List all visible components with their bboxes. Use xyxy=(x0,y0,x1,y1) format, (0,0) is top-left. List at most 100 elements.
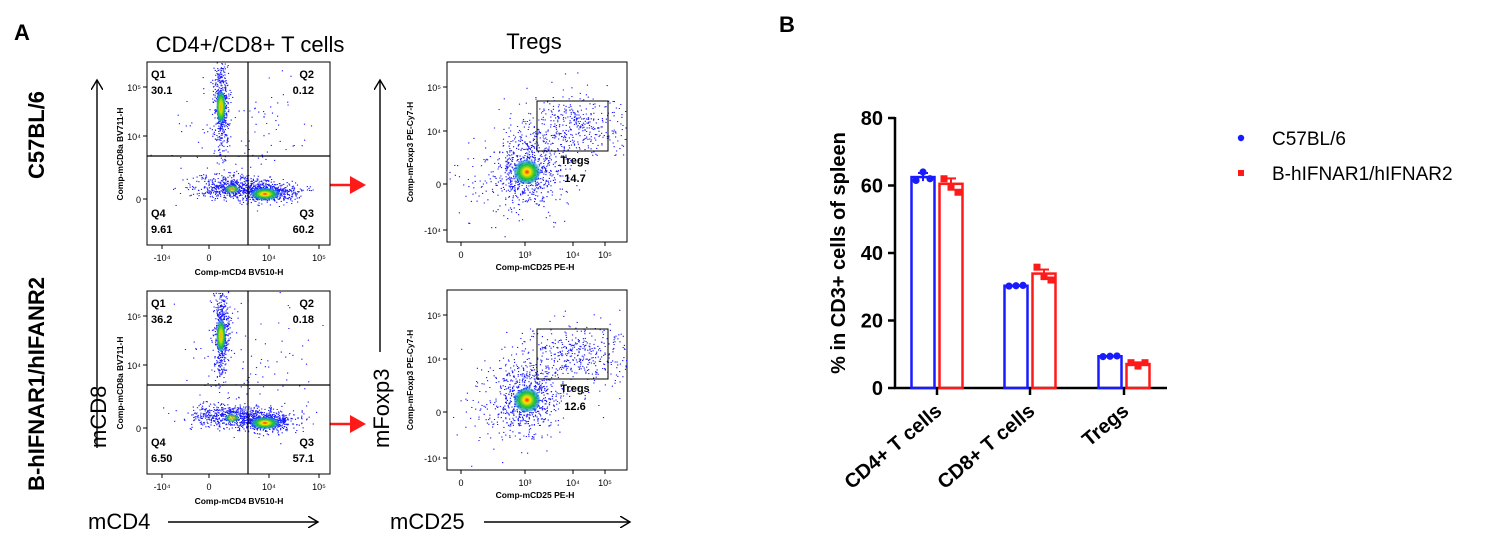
quadrant-name: Q1 xyxy=(151,298,166,310)
x-tick-label: -10⁴ xyxy=(154,482,171,492)
x-tick-label: 10⁵ xyxy=(312,482,326,492)
data-point xyxy=(1019,281,1027,289)
y-axis-label: Comp-mCD8a BV711-H xyxy=(115,336,125,429)
y-tick-label: 0 xyxy=(136,424,141,434)
plot-frame xyxy=(146,290,331,475)
legend-label-c57bl6: C57BL/6 xyxy=(1272,129,1346,150)
x-axis-label: Comp-mCD4 BV510-H xyxy=(195,267,284,277)
x-tick-label: 10⁴ xyxy=(262,253,276,263)
data-point xyxy=(1141,359,1149,367)
density-cd4 xyxy=(251,417,279,429)
data-point xyxy=(926,175,934,183)
bar xyxy=(1031,272,1057,390)
quadrant-percent: 60.2 xyxy=(293,224,314,236)
y-tick-label: 10⁴ xyxy=(127,361,141,371)
x-tick-label: 10³ xyxy=(518,250,531,260)
y-tick-label: 10⁴ xyxy=(427,127,441,137)
x-tick-label: 10⁴ xyxy=(262,482,276,492)
x-axis-label: Comp-mCD25 PE-H xyxy=(496,262,575,272)
y-tick-label: 60 xyxy=(861,176,883,198)
y-tick-label: -10⁴ xyxy=(424,454,441,464)
data-point xyxy=(1012,282,1020,290)
x-tick-label: -10⁴ xyxy=(154,253,171,263)
y-tick-label: 80 xyxy=(861,108,883,130)
y-tick-label: 10⁵ xyxy=(427,311,441,321)
quadrant-percent: 6.50 xyxy=(151,453,172,465)
event-dots xyxy=(484,309,628,407)
x-tick-label: 10⁵ xyxy=(312,253,326,263)
event-dots xyxy=(453,348,605,467)
bar xyxy=(910,175,936,390)
x-axis-label: Comp-mCD25 PE-H xyxy=(496,490,575,500)
quadrant-name: Q2 xyxy=(299,298,314,310)
data-point xyxy=(940,175,948,183)
event-dots xyxy=(150,70,313,212)
data-point xyxy=(1106,352,1114,360)
density-cd4 xyxy=(251,188,279,200)
row-label-c57bl6: C57BL/6 xyxy=(24,91,49,179)
big-label-mcd4: mCD4 xyxy=(88,509,150,534)
quadrant-percent: 9.61 xyxy=(151,224,172,236)
data-point xyxy=(919,168,927,176)
treg-gate xyxy=(536,328,609,380)
density-dn xyxy=(225,414,239,422)
plot-frame xyxy=(146,61,331,246)
quadrant-percent: 36.2 xyxy=(151,314,172,326)
treg-plot-row2: Tregs 12.6 0 10³ 10⁴ 10⁵ 10⁵ 10⁴ 0 -10⁴ Comp-mCD25… xyxy=(405,289,628,500)
big-label-mcd8: mCD8 xyxy=(86,386,111,448)
y-tick-label: 10⁴ xyxy=(427,355,441,365)
bar-chart: % in CD3+ cells of spleen 0 20 40 60 80 CD4+ … xyxy=(828,108,1167,494)
y-tick-label: 10⁴ xyxy=(127,132,141,142)
data-point xyxy=(947,183,955,191)
quadrant-percent: 30.1 xyxy=(151,85,172,97)
quadrant-percent: 57.1 xyxy=(293,453,314,465)
x-axis-label: Comp-mCD4 BV510-H xyxy=(195,496,284,506)
legend-item-hifnar: B-hIFNAR1/hIFNAR2 xyxy=(1238,164,1453,185)
y-tick-label: 20 xyxy=(861,311,883,333)
quadrant-name: Q4 xyxy=(151,208,167,220)
treg-gate-name: Tregs xyxy=(560,155,589,167)
x-tick-label: 10⁵ xyxy=(598,250,612,260)
y-tick-label: 0 xyxy=(136,195,141,205)
quadrant-name: Q1 xyxy=(151,69,166,81)
x-tick-label: 0 xyxy=(206,482,211,492)
legend-marker-circle xyxy=(1237,134,1245,142)
x-tick-label: CD8+ T cells xyxy=(934,400,1040,494)
bar xyxy=(938,182,964,390)
treg-plot-row1: Tregs 14.7 0 10³ 10⁴ 10⁵ 10⁵ 10⁴ 0 -10⁴ Comp-mCD25… xyxy=(405,61,628,272)
density-dn xyxy=(225,185,239,193)
quadrant-name: Q4 xyxy=(151,437,167,449)
y-tick-label: 10⁵ xyxy=(127,312,141,322)
quadrant-name: Q2 xyxy=(299,69,314,81)
legend-marker-square xyxy=(1238,170,1244,176)
data-point xyxy=(1040,273,1048,281)
x-tick-label: 10⁴ xyxy=(566,250,580,260)
bar-chart-ylabel: % in CD3+ cells of spleen xyxy=(828,132,850,374)
quadrant-plot-row1: Q1 30.1 Q2 0.12 Q3 60.2 Q4 9.61 -10⁴ 0 10⁴ 10⁵ 10⁵ 10… xyxy=(115,61,331,277)
density-cd8 xyxy=(216,320,226,352)
treg-gate-percent: 14.7 xyxy=(564,173,585,185)
x-tick-label: 10⁴ xyxy=(566,478,580,488)
treg-gate xyxy=(536,100,609,152)
y-tick-label: 0 xyxy=(436,408,441,418)
treg-gate-name: Tregs xyxy=(560,383,589,395)
legend-item-c57bl6: C57BL/6 xyxy=(1237,129,1346,150)
big-label-mcd25: mCD25 xyxy=(390,509,465,534)
legend: C57BL/6 B-hIFNAR1/hIFNAR2 xyxy=(1237,129,1453,185)
col-title-cd4cd8: CD4+/CD8+ T cells xyxy=(156,32,345,57)
x-tick-label: CD4+ T cells xyxy=(841,400,947,494)
y-axis-label: Comp-mFoxp3 PE-Cy7-H xyxy=(405,330,415,431)
big-label-mfoxp3: mFoxp3 xyxy=(369,369,394,448)
y-axis-label: Comp-mFoxp3 PE-Cy7-H xyxy=(405,102,415,203)
data-point xyxy=(1113,352,1121,360)
density-cd4-foxp3neg xyxy=(514,388,540,412)
row-label-hifnar: B-hIFNAR1/hIFANR2 xyxy=(24,277,49,491)
x-tick-label: 0 xyxy=(206,253,211,263)
panel-label-a: A xyxy=(14,20,30,45)
density-cd4-foxp3neg xyxy=(514,160,540,184)
y-tick-label: 0 xyxy=(436,180,441,190)
quadrant-percent: 0.12 xyxy=(293,85,314,97)
x-tick-label: Tregs xyxy=(1078,400,1133,451)
quadrant-name: Q3 xyxy=(299,208,314,220)
